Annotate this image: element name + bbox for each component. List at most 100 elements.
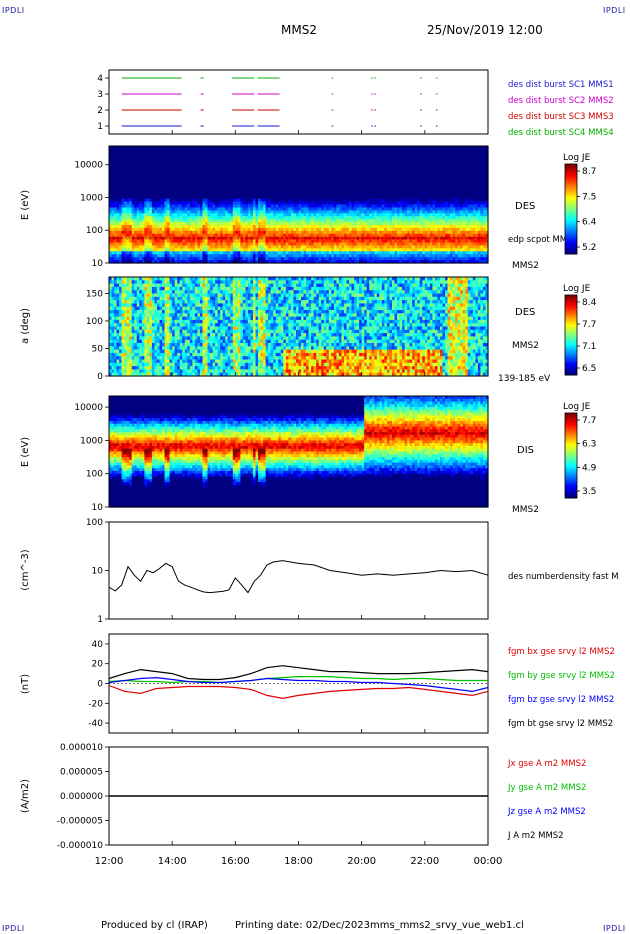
des-energy-heatmap-cell [114, 163, 118, 168]
des-energy-heatmap-cell [151, 166, 156, 170]
des-energy-heatmap-cell [177, 172, 181, 176]
des-energy-heatmap-cell [235, 204, 239, 209]
des-energy-heatmap-cell [139, 201, 143, 206]
des-energy-heatmap-cell [210, 216, 214, 220]
des-energy-heatmap-cell [240, 198, 244, 203]
des-energy-heatmap-cell [184, 254, 188, 258]
des-energy-heatmap-cell [169, 178, 173, 182]
des-energy-heatmap-cell [187, 172, 191, 176]
des-energy-heatmap-cell [154, 154, 158, 159]
des-energy-heatmap-cell [111, 184, 115, 188]
des-energy-heatmap-cell [217, 230, 221, 235]
des-energy-heatmap-cell [121, 216, 125, 220]
des-energy-heatmap-cell [179, 216, 183, 220]
des-energy-heatmap-cell [222, 186, 226, 191]
des-energy-heatmap-cell [174, 204, 178, 209]
des-energy-heatmap-cell [139, 186, 143, 191]
des-energy-heatmap-cell [227, 178, 231, 182]
des-energy-heatmap-cell [169, 239, 173, 244]
des-energy-heatmap-cell [225, 178, 229, 182]
datetime-title: 25/Nov/2019 12:00 [427, 23, 543, 37]
des-energy-heatmap-cell [141, 227, 145, 232]
des-energy-heatmap-cell [141, 157, 145, 162]
des-energy-heatmap-cell [164, 154, 168, 159]
des-energy-heatmap-cell [164, 166, 168, 170]
des-energy-heatmap-cell [210, 219, 214, 223]
des-energy-heatmap-cell [240, 230, 244, 235]
des-energy-heatmap-cell [217, 201, 221, 206]
des-energy-heatmap-cell [146, 146, 151, 150]
des-energy-heatmap-cell [169, 186, 173, 191]
des-energy-heatmap-cell [210, 204, 214, 209]
des-energy-heatmap-cell [215, 201, 219, 206]
des-energy-heatmap-cell [121, 222, 125, 226]
des-energy-heatmap-cell [189, 227, 193, 232]
des-energy-heatmap-cell [124, 239, 128, 244]
des-energy-heatmap-cell [232, 213, 236, 217]
des-energy-heatmap-cell [247, 148, 252, 153]
des-energy-heatmap-cell [245, 172, 249, 176]
des-energy-heatmap-cell [207, 198, 211, 203]
des-energy-heatmap-cell [232, 195, 236, 200]
des-energy-heatmap-cell [144, 236, 148, 241]
des-energy-heatmap-cell [225, 204, 229, 209]
des-energy-heatmap-cell [141, 219, 145, 223]
des-energy-heatmap-cell [212, 184, 216, 188]
des-energy-heatmap-cell [202, 213, 206, 217]
des-energy-heatmap-cell [247, 242, 252, 247]
des-energy-heatmap-cell [225, 227, 229, 232]
des-energy-heatmap-cell [116, 186, 120, 191]
des-energy-heatmap-cell [111, 230, 115, 235]
des-energy-heatmap-cell [126, 166, 130, 170]
des-energy-heatmap-cell [136, 251, 140, 255]
des-energy-heatmap-cell [210, 169, 214, 173]
des-energy-heatmap-cell [194, 184, 199, 188]
des-energy-heatmap-cell [164, 151, 168, 156]
des-energy-heatmap-cell [207, 216, 211, 220]
des-energy-heatmap-cell [184, 181, 188, 185]
des-energy-heatmap-cell [134, 157, 138, 162]
des-energy-heatmap-cell [159, 160, 163, 165]
des-energy-heatmap-cell [129, 169, 133, 173]
des-energy-heatmap-cell [247, 251, 252, 255]
des-energy-heatmap-cell [210, 254, 214, 258]
des-energy-heatmap-cell [250, 189, 254, 194]
des-energy-heatmap-cell [121, 157, 125, 162]
des-energy-heatmap-cell [131, 154, 135, 159]
des-energy-heatmap-cell [250, 172, 254, 176]
des-energy-heatmap-cell [210, 236, 214, 241]
des-energy-heatmap-cell [192, 257, 196, 261]
des-energy-heatmap-cell [232, 257, 236, 261]
des-energy-heatmap-cell [149, 242, 153, 247]
des-energy-heatmap-cell [199, 160, 204, 165]
des-energy-heatmap-cell [134, 169, 138, 173]
des-energy-heatmap-cell [202, 169, 206, 173]
des-energy-heatmap-cell [227, 163, 231, 168]
des-energy-heatmap-cell [192, 245, 196, 249]
des-energy-heatmap-cell [154, 178, 158, 182]
des-energy-heatmap-cell [189, 242, 193, 247]
des-energy-heatmap-cell [129, 254, 133, 258]
des-energy-heatmap-cell [194, 172, 199, 176]
des-energy-heatmap-cell [136, 160, 140, 165]
des-energy-heatmap-cell [205, 216, 209, 220]
des-energy-heatmap-cell [124, 166, 128, 170]
des-energy-heatmap-cell [121, 148, 125, 153]
des-energy-heatmap-cell [187, 184, 191, 188]
des-energy-heatmap-cell [139, 236, 143, 241]
des-energy-heatmap-cell [177, 181, 181, 185]
des-energy-heatmap-cell [242, 224, 247, 229]
corner-mark-bottom-right: IPDLI [603, 924, 626, 933]
des-energy-heatmap-cell [212, 248, 216, 252]
des-energy-heatmap-cell [240, 178, 244, 182]
des-energy-heatmap-cell [131, 219, 135, 223]
des-energy-heatmap-cell [247, 163, 252, 168]
des-energy-heatmap-cell [144, 166, 148, 170]
des-energy-heatmap-cell [245, 222, 249, 226]
des-energy-heatmap-cell [250, 163, 254, 168]
des-energy-heatmap-cell [126, 213, 130, 217]
des-energy-heatmap-cell [151, 224, 156, 229]
des-energy-heatmap-cell [210, 181, 214, 185]
des-energy-heatmap-cell [220, 236, 224, 241]
des-energy-heatmap-cell [177, 163, 181, 168]
